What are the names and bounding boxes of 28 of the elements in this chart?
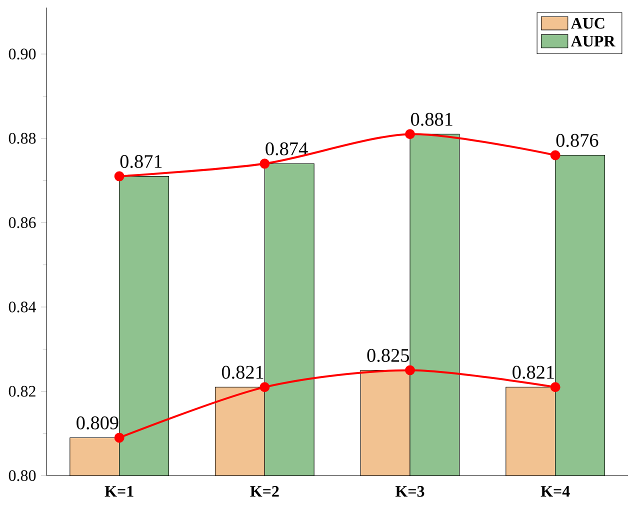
point: [260, 158, 270, 169]
data-label: 0.876: [556, 134, 598, 147]
point: [404, 365, 415, 376]
legend-label: AUC: [570, 18, 604, 29]
data-label: 0.821: [222, 366, 264, 379]
data-label: 0.874: [266, 142, 308, 156]
data-label: 0.821: [512, 366, 554, 379]
data-label: 0.871: [120, 154, 162, 168]
x-tick-label: K=3: [395, 486, 424, 497]
y-tick-label: 0.88: [8, 132, 36, 144]
legend-label: AUPR: [570, 36, 616, 47]
point: [550, 150, 560, 160]
y-tick-label: 0.86: [8, 217, 36, 228]
point: [114, 432, 124, 443]
data-label: 0.825: [367, 348, 409, 362]
x-tick-label: K=1: [104, 486, 134, 497]
y-tick-label: 0.80: [8, 470, 36, 482]
point: [404, 129, 415, 140]
data-label: 0.881: [410, 112, 452, 126]
y-tick-label: 0.82: [8, 386, 36, 397]
x-tick-label: K=4: [540, 486, 570, 497]
point: [260, 382, 270, 392]
x-tick-label: K=2: [250, 486, 279, 497]
point: [114, 171, 124, 182]
data-label: 0.809: [76, 416, 118, 430]
y-tick-label: 0.90: [8, 48, 36, 60]
point: [550, 382, 560, 392]
y-tick-label: 0.84: [8, 302, 36, 312]
